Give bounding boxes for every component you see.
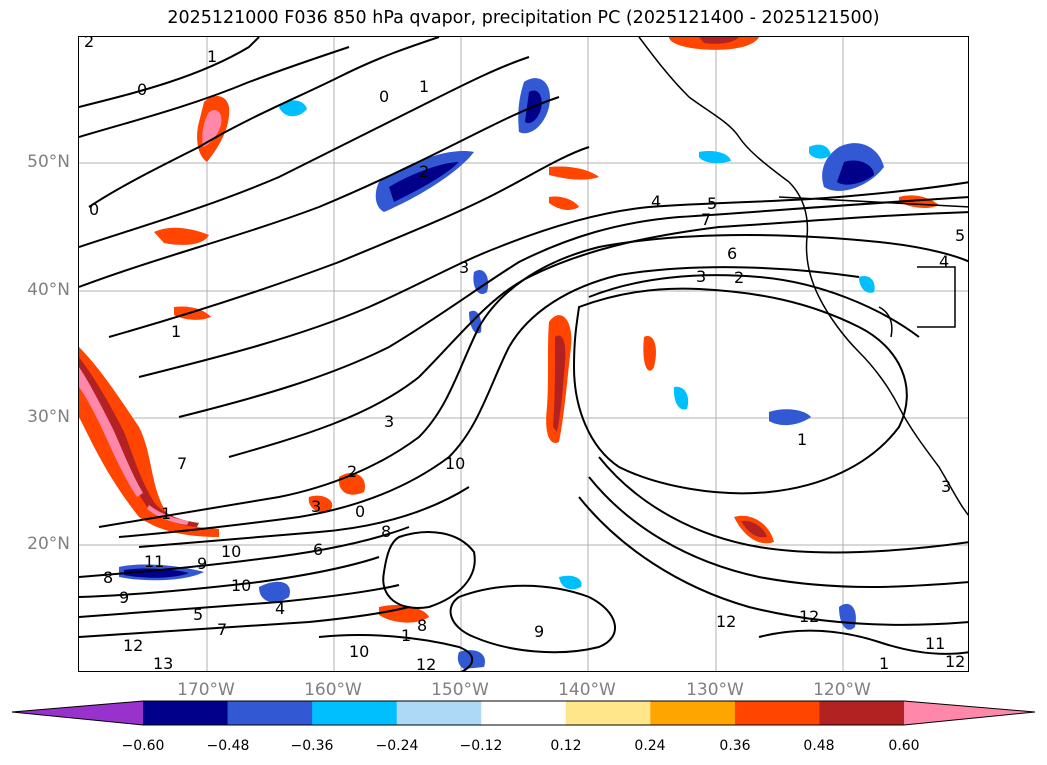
lon-label-130w: 130°W — [686, 680, 744, 700]
lon-label-150w: 150°W — [431, 680, 489, 700]
lat-label-30n: 30°N — [27, 407, 70, 427]
contour-label: 2 — [347, 462, 357, 481]
contour-label: 7 — [217, 620, 227, 639]
colorbar-tick: 0.36 — [719, 738, 751, 754]
contour-label: 12 — [799, 607, 819, 626]
contour-label: 11 — [144, 552, 164, 571]
contour-label: 7 — [701, 210, 711, 229]
contour-label: 12 — [416, 655, 436, 672]
colorbar-tick: 0.24 — [634, 738, 666, 754]
contour-labels: 0 0 1 2 1 0 2 4 5 7 6 3 2 3 3 1 1 7 1 2 … — [84, 37, 965, 672]
colorbar-tick: −0.60 — [121, 738, 165, 754]
contour-label: 1 — [171, 322, 181, 341]
graticule — [79, 37, 968, 671]
contour-label: 8 — [103, 568, 113, 587]
contour-label: 7 — [177, 454, 187, 473]
contour-label: 10 — [445, 454, 465, 473]
contour-label: 3 — [384, 412, 394, 431]
contour-label: 12 — [123, 636, 143, 655]
contour-label: 1 — [879, 654, 889, 672]
contour-label: 3 — [459, 258, 469, 277]
contour-label: 11 — [925, 634, 945, 653]
contour-label: 4 — [939, 252, 949, 271]
contour-label: 2 — [419, 162, 429, 181]
map-title: 2025121000 F036 850 hPa qvapor, precipit… — [167, 8, 880, 28]
coastline — [638, 37, 968, 516]
map-plot-area[interactable]: 0 0 1 2 1 0 2 4 5 7 6 3 2 3 3 1 1 7 1 2 … — [78, 36, 969, 672]
contour-label: 9 — [534, 622, 544, 641]
contour-label: 3 — [941, 477, 951, 496]
contour-label: 5 — [193, 605, 203, 624]
lat-label-50n: 50°N — [27, 152, 70, 172]
contour-label: 9 — [197, 554, 207, 573]
anomaly-fill — [79, 37, 939, 669]
colorbar-extend-high — [904, 701, 1035, 725]
contour-label: 1 — [207, 47, 217, 66]
colorbar-segment — [734, 701, 820, 725]
contour-label: 1 — [401, 626, 411, 645]
contour-label: 1 — [419, 77, 429, 96]
contour-label: 0 — [379, 87, 389, 106]
colorbar-tick: 0.12 — [550, 738, 582, 754]
contour-label: 0 — [355, 502, 365, 521]
lon-label-140w: 140°W — [558, 680, 616, 700]
colorbar-extend-low — [12, 701, 143, 725]
contour-label: 3 — [696, 267, 706, 286]
contour-label: 8 — [381, 522, 391, 541]
contour-label: 10 — [221, 542, 241, 561]
colorbar-segment — [650, 701, 736, 725]
contour-label: 9 — [119, 588, 129, 607]
colorbar-segment — [565, 701, 651, 725]
lon-label-170w: 170°W — [177, 680, 235, 700]
colorbar-tick: −0.36 — [290, 738, 334, 754]
contour-label: 1 — [797, 430, 807, 449]
contour-label: 5 — [707, 194, 717, 213]
contour-label: 4 — [651, 192, 661, 211]
contour-label: 2 — [734, 268, 744, 287]
lat-label-40n: 40°N — [27, 280, 70, 300]
contour-label: 4 — [275, 599, 285, 618]
colorbar-tick: 0.60 — [888, 738, 920, 754]
contour-label: 12 — [945, 652, 965, 671]
contour-label: 10 — [231, 576, 251, 595]
lon-label-120w: 120°W — [813, 680, 871, 700]
lon-label-160w: 160°W — [304, 680, 362, 700]
contour-label: 8 — [417, 616, 427, 635]
contour-label: 0 — [89, 200, 99, 219]
contour-label: 13 — [153, 654, 173, 672]
contour-label: 6 — [313, 540, 323, 559]
colorbar-tick: −0.24 — [375, 738, 419, 754]
colorbar — [11, 700, 1036, 726]
contour-label: 3 — [311, 497, 321, 516]
colorbar-tick: 0.48 — [803, 738, 835, 754]
colorbar-tick: −0.48 — [206, 738, 250, 754]
colorbar-segment — [227, 701, 313, 725]
colorbar-segment — [143, 701, 229, 725]
contour-label: 10 — [349, 642, 369, 661]
colorbar-tick: −0.12 — [459, 738, 503, 754]
qvapor-contours — [79, 37, 968, 671]
contour-label: 0 — [137, 80, 147, 99]
contour-label: 12 — [716, 612, 736, 631]
colorbar-segment — [481, 701, 567, 725]
colorbar-segment — [312, 701, 398, 725]
contour-label: 5 — [955, 226, 965, 245]
map-canvas: 0 0 1 2 1 0 2 4 5 7 6 3 2 3 3 1 1 7 1 2 … — [79, 37, 968, 672]
colorbar-segment — [396, 701, 482, 725]
contour-label: 2 — [84, 37, 94, 51]
colorbar-segment — [819, 701, 905, 725]
contour-label: 6 — [727, 244, 737, 263]
contour-label: 1 — [161, 504, 171, 523]
lat-label-20n: 20°N — [27, 534, 70, 554]
